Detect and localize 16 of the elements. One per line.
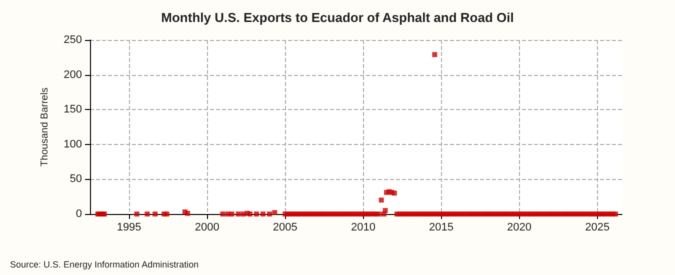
x-tick-label: 1995 xyxy=(116,222,142,234)
y-axis-title: Thousand Barrels xyxy=(40,88,50,166)
x-tick-label: 2000 xyxy=(194,222,220,234)
y-tick-label: 200 xyxy=(64,68,82,81)
source-note: Source: U.S. Energy Information Administration xyxy=(10,260,199,270)
y-tick-label: 50 xyxy=(70,173,82,186)
x-tick-label: 2010 xyxy=(350,222,376,234)
chart-title: Monthly U.S. Exports to Ecuador of Asphalt and Road Oil xyxy=(161,10,514,25)
x-tick-label: 2025 xyxy=(585,222,610,234)
x-tick-label: 2015 xyxy=(428,222,454,234)
y-tick-label: 100 xyxy=(64,138,82,150)
y-tick-label: 0 xyxy=(76,208,82,220)
y-tick-label: 250 xyxy=(64,34,82,46)
y-tick-label: 150 xyxy=(64,104,82,116)
x-tick-label: 2005 xyxy=(272,222,298,234)
x-tick-label: 2020 xyxy=(507,222,532,234)
